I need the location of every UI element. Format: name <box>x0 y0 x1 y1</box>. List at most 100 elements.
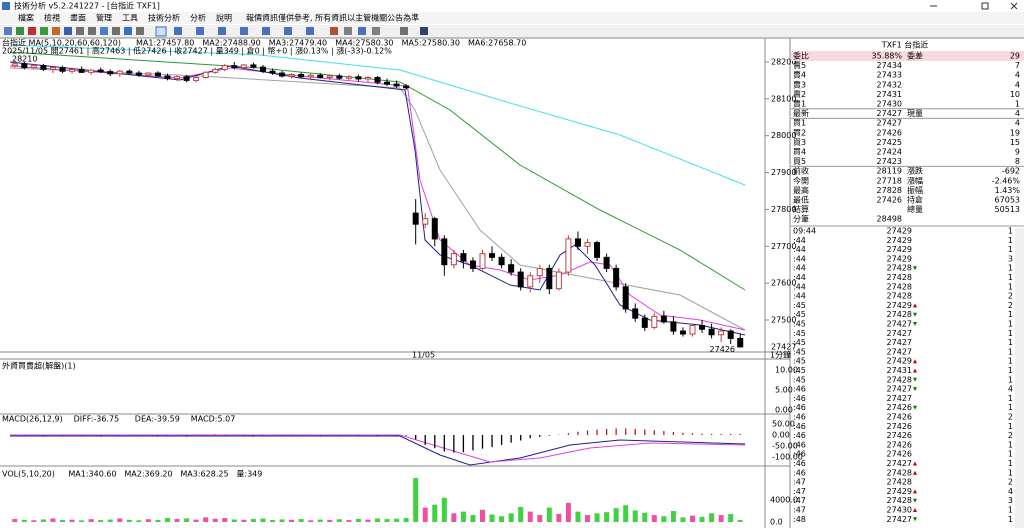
volume-bar <box>270 520 275 522</box>
volume-bar <box>527 511 533 522</box>
quote-label: 買3 <box>793 138 806 147</box>
tick-volume: 1 <box>1008 403 1013 412</box>
quote-label: 振幅 <box>907 185 923 195</box>
volume-bar <box>613 508 619 522</box>
tick-volume: 1 <box>1008 347 1013 356</box>
tick-price: 27426 <box>887 431 912 440</box>
quote-volume: 4 <box>1015 71 1020 80</box>
menu-item[interactable]: 管理 <box>96 13 112 23</box>
tool-icon[interactable] <box>306 27 314 35</box>
quote-price: 27828 <box>877 186 902 195</box>
tick-price: 27429 <box>887 301 912 310</box>
volume-bar <box>346 520 352 522</box>
tick-volume: 4 <box>1008 385 1013 394</box>
tool-icon[interactable] <box>174 27 182 35</box>
tick-time: :44 <box>793 273 806 282</box>
volume-bar <box>499 516 505 522</box>
quote-label: 總量 <box>907 204 923 214</box>
tool-icon[interactable] <box>100 27 108 35</box>
maximize-button[interactable] <box>981 2 989 10</box>
tool-icon[interactable] <box>284 27 292 35</box>
tool-icon[interactable] <box>52 27 60 35</box>
tick-volume: 1 <box>1008 329 1013 338</box>
tool-icon[interactable] <box>64 27 72 35</box>
menu-item[interactable]: 分析 <box>190 13 206 23</box>
tool-icon[interactable] <box>400 27 408 35</box>
quote-label: 漲跌 <box>907 166 923 176</box>
candle-body <box>193 76 200 81</box>
tick-time: :45 <box>793 320 806 329</box>
tool-icon[interactable] <box>28 27 36 35</box>
tick-arrow <box>913 405 917 410</box>
tick-arrow <box>913 498 917 503</box>
tool-icon[interactable] <box>16 27 24 35</box>
period-label: 1分鐘 <box>770 350 791 360</box>
candle-body <box>613 267 620 288</box>
candle-body <box>317 74 324 78</box>
menu-item[interactable]: 畫面 <box>70 13 86 23</box>
candle-body <box>288 74 295 77</box>
menu-item[interactable]: 檢視 <box>44 13 60 23</box>
indicator-text: MA3:27479.40 <box>269 39 327 48</box>
tool-icon[interactable] <box>155 26 167 37</box>
tick-price: 27428 <box>887 496 912 505</box>
tick-volume: 2 <box>1008 292 1013 301</box>
volume-bar <box>203 517 209 522</box>
tick-time: :46 <box>793 450 806 459</box>
candle-body <box>355 76 362 80</box>
tick-price: 27428 <box>887 282 912 291</box>
menu-item[interactable]: 工具 <box>122 14 138 23</box>
tick-volume: 1 <box>1008 338 1013 347</box>
volume-bar <box>518 506 524 522</box>
tool-icon[interactable] <box>112 27 120 35</box>
tool-icon[interactable] <box>372 27 380 35</box>
tool-icon[interactable] <box>358 27 366 35</box>
price-tick-label: 27800 <box>771 205 796 214</box>
quote-label: 今開 <box>793 175 809 185</box>
tool-icon[interactable] <box>40 27 48 35</box>
candle-body <box>126 70 133 74</box>
quote-label: 賣2 <box>793 89 806 99</box>
tick-volume: 1 <box>1008 227 1013 236</box>
quote-price: 27434 <box>877 61 902 70</box>
volume-bar <box>298 519 304 522</box>
menu-item[interactable]: 檔案 <box>18 13 34 23</box>
candle-body <box>403 85 410 89</box>
quote-volume: 1.43% <box>995 186 1021 195</box>
tool-icon[interactable] <box>4 27 12 35</box>
quote-volume: 29 <box>1010 52 1020 61</box>
close-button[interactable] <box>1010 2 1018 10</box>
diff-line <box>10 435 746 466</box>
tool-icon[interactable] <box>76 27 84 35</box>
price-tick-label: 28100 <box>771 94 796 103</box>
tool-icon[interactable] <box>240 27 248 35</box>
tool-icon[interactable] <box>196 27 204 35</box>
menu-item[interactable]: 技術分析 <box>148 13 180 23</box>
candle-body <box>298 74 305 78</box>
tool-icon[interactable] <box>420 27 428 35</box>
menu-bar <box>0 12 1024 24</box>
scrollbar[interactable] <box>1015 228 1024 528</box>
tool-icon[interactable] <box>330 27 338 35</box>
tool-icon[interactable] <box>262 27 270 35</box>
candle-body <box>689 325 696 335</box>
tick-volume: 1 <box>1008 236 1013 245</box>
tick-time: :45 <box>793 357 806 366</box>
tool-icon[interactable] <box>344 27 352 35</box>
tool-icon[interactable] <box>218 27 226 35</box>
candle-body <box>30 65 37 69</box>
candle-body <box>240 64 247 69</box>
candle-body <box>221 65 228 70</box>
ma-line <box>9 61 746 336</box>
candle-body <box>78 68 85 73</box>
tool-icon[interactable] <box>136 27 144 35</box>
tool-icon[interactable] <box>88 27 96 35</box>
tick-arrow <box>913 322 917 326</box>
dea-line <box>10 434 746 463</box>
tool-icon[interactable] <box>124 27 132 35</box>
menu-item[interactable]: 說明 <box>216 13 232 23</box>
candle-body <box>49 67 56 70</box>
notice: 報價資訊僅供參考, 所有資訊以主管機關公告為準 <box>246 13 419 23</box>
candle-body <box>679 330 686 335</box>
quote-label: 最新 <box>793 108 809 118</box>
